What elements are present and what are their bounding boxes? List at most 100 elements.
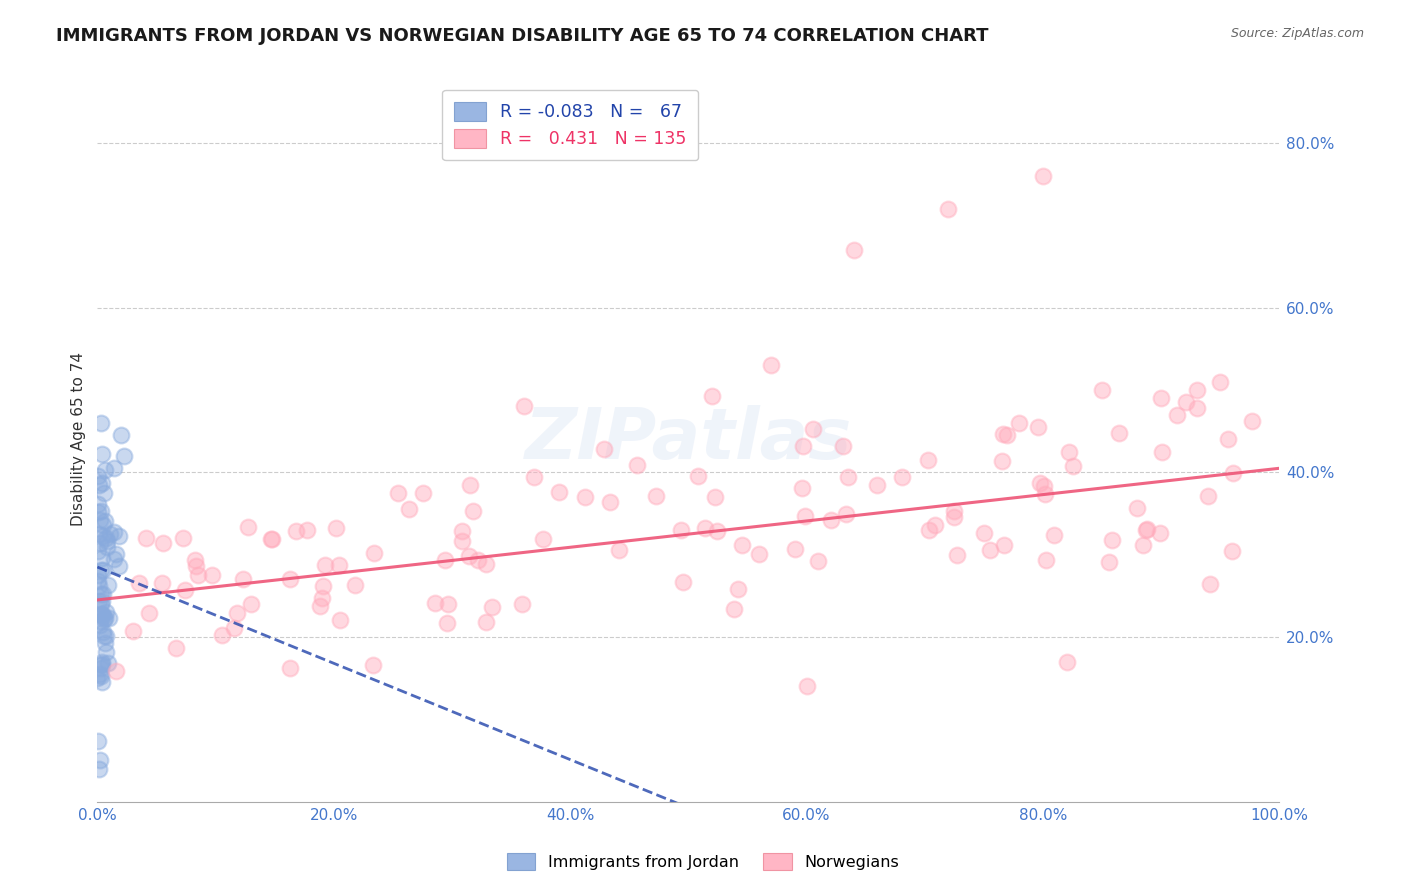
Legend: R = -0.083   N =   67, R =   0.431   N = 135: R = -0.083 N = 67, R = 0.431 N = 135: [443, 90, 697, 161]
Point: [890, 470, 912, 484]
Point: [693, 521, 716, 535]
Point: [89, 594, 111, 608]
Point: [232, 572, 254, 586]
Point: [548, 485, 571, 500]
Point: [97, 610, 120, 624]
Point: [1032, 169, 1054, 184]
Point: [89, 579, 111, 593]
Point: [91, 529, 114, 543]
Point: [645, 489, 668, 503]
Point: [727, 582, 749, 596]
Point: [112, 449, 135, 463]
Point: [91, 518, 114, 533]
Point: [225, 606, 247, 620]
Point: [97, 578, 120, 592]
Point: [91, 655, 114, 669]
Point: [90, 661, 112, 675]
Point: [463, 504, 485, 518]
Point: [837, 469, 859, 483]
Point: [1008, 416, 1031, 430]
Point: [1241, 414, 1264, 428]
Point: [93, 629, 115, 643]
Point: [87, 505, 110, 519]
Point: [1209, 375, 1232, 389]
Point: [363, 546, 385, 560]
Point: [138, 607, 160, 621]
Point: [104, 664, 127, 678]
Point: [1197, 489, 1219, 503]
Point: [785, 541, 807, 556]
Point: [86, 544, 108, 558]
Point: [1166, 408, 1188, 422]
Point: [807, 554, 830, 568]
Point: [89, 536, 111, 550]
Point: [90, 476, 112, 491]
Point: [1056, 655, 1078, 669]
Point: [87, 478, 110, 492]
Point: [128, 576, 150, 591]
Point: [759, 359, 782, 373]
Point: [703, 491, 725, 505]
Point: [90, 416, 112, 430]
Point: [672, 575, 695, 590]
Point: [94, 645, 117, 659]
Point: [796, 679, 818, 693]
Point: [90, 587, 112, 601]
Point: [328, 558, 350, 573]
Point: [89, 614, 111, 628]
Point: [706, 524, 728, 539]
Point: [835, 507, 858, 521]
Point: [173, 582, 195, 597]
Point: [387, 485, 409, 500]
Point: [98, 527, 121, 541]
Point: [295, 523, 318, 537]
Point: [991, 427, 1014, 442]
Point: [1035, 552, 1057, 566]
Point: [94, 514, 117, 528]
Legend: Immigrants from Jordan, Norwegians: Immigrants from Jordan, Norwegians: [501, 847, 905, 877]
Point: [792, 439, 814, 453]
Point: [284, 524, 307, 539]
Point: [1222, 467, 1244, 481]
Point: [187, 568, 209, 582]
Point: [314, 558, 336, 573]
Point: [105, 547, 128, 561]
Point: [107, 528, 129, 542]
Point: [522, 470, 544, 484]
Point: [423, 596, 446, 610]
Point: [87, 468, 110, 483]
Point: [842, 244, 865, 258]
Point: [89, 617, 111, 632]
Point: [626, 458, 648, 472]
Point: [723, 602, 745, 616]
Point: [91, 657, 114, 672]
Point: [97, 657, 120, 671]
Point: [1132, 538, 1154, 552]
Point: [89, 513, 111, 527]
Point: [979, 543, 1001, 558]
Point: [103, 524, 125, 539]
Point: [700, 389, 723, 403]
Point: [96, 629, 118, 643]
Point: [1062, 458, 1084, 473]
Point: [1098, 556, 1121, 570]
Y-axis label: Disability Age 65 to 74: Disability Age 65 to 74: [72, 352, 86, 526]
Point: [831, 439, 853, 453]
Point: [412, 485, 434, 500]
Point: [801, 422, 824, 436]
Point: [344, 578, 367, 592]
Point: [103, 552, 125, 566]
Point: [1152, 444, 1174, 458]
Point: [239, 597, 262, 611]
Point: [165, 641, 187, 656]
Point: [946, 548, 969, 562]
Point: [943, 504, 966, 518]
Point: [87, 734, 110, 748]
Point: [942, 510, 965, 524]
Point: [1220, 543, 1243, 558]
Point: [1185, 383, 1208, 397]
Point: [1187, 401, 1209, 415]
Point: [150, 576, 173, 591]
Point: [1033, 487, 1056, 501]
Point: [236, 520, 259, 534]
